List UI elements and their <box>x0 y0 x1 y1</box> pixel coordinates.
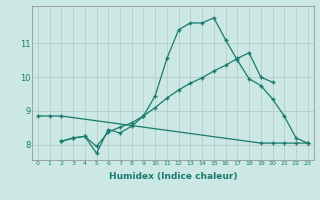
X-axis label: Humidex (Indice chaleur): Humidex (Indice chaleur) <box>108 172 237 181</box>
